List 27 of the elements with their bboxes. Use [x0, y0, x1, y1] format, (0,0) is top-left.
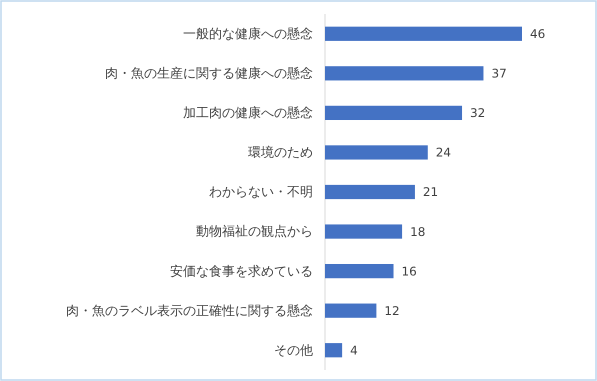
data-label: 24	[436, 146, 452, 160]
bar	[325, 26, 522, 41]
y-tick-label: わからない・不明	[209, 184, 313, 200]
data-label: 4	[350, 343, 358, 358]
y-tick-label: 環境のため	[248, 144, 313, 160]
bar	[325, 66, 484, 80]
bar	[325, 224, 402, 239]
bar	[325, 106, 462, 120]
data-label: 21	[422, 185, 438, 200]
y-tick-label: 加工肉の健康への懸念	[183, 105, 313, 120]
bar	[325, 304, 376, 318]
data-label: 16	[402, 264, 417, 278]
data-label: 37	[491, 66, 507, 81]
bar	[325, 264, 394, 278]
bar	[325, 184, 415, 200]
data-label: 46	[530, 26, 546, 41]
y-tick-label: 肉・魚のラベル表示の正確性に関する懸念	[66, 302, 313, 318]
y-tick-label: 肉・魚の生産に関する健康への懸念	[105, 65, 313, 80]
y-tick-label: 動物福祉の観点から	[196, 224, 313, 239]
data-label: 32	[470, 106, 486, 120]
bar	[325, 343, 342, 358]
data-label: 12	[384, 304, 400, 318]
data-label: 18	[410, 224, 426, 239]
y-tick-label: 安価な食事を求めている	[170, 263, 313, 278]
bar	[325, 145, 428, 160]
y-tick-label: その他	[274, 342, 313, 358]
y-tick-label: 一般的な健康への懸念	[183, 26, 313, 41]
